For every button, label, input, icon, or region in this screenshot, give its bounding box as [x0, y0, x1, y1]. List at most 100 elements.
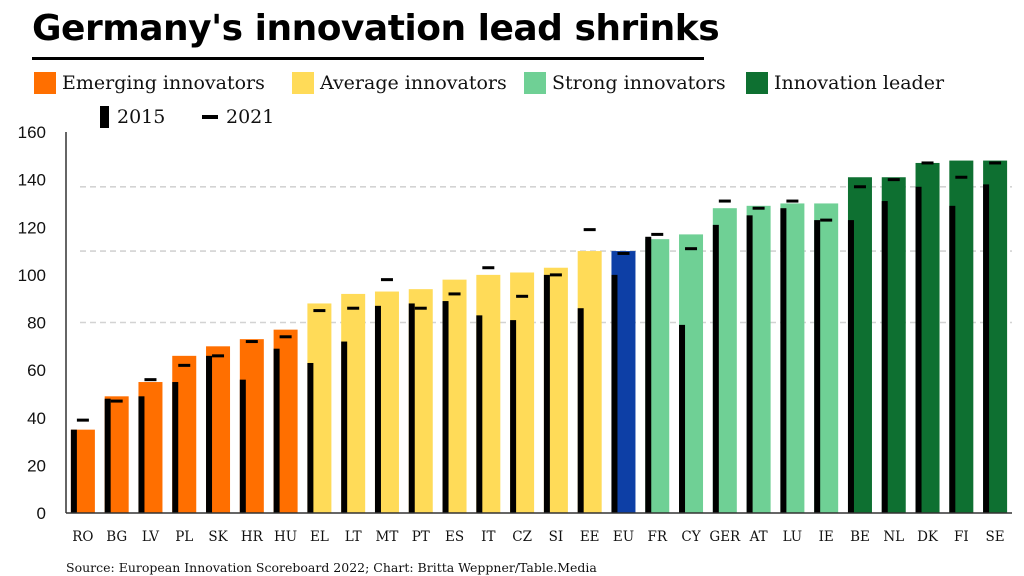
x-tick-label: EE	[580, 529, 600, 545]
y-tick-label: 40	[27, 409, 46, 428]
bar-2015	[712, 224, 719, 513]
x-tick-label: LV	[142, 529, 159, 545]
marker-2021	[685, 247, 698, 251]
marker-2021	[414, 306, 427, 310]
marker-2021	[178, 363, 191, 367]
marker-2021	[76, 418, 89, 422]
x-tick-label: LU	[783, 529, 803, 545]
y-tick-label: 0	[37, 504, 46, 523]
x-tick-label: FR	[647, 529, 667, 545]
y-tick-label: 120	[18, 218, 46, 237]
legend-swatch-2021	[202, 115, 218, 119]
y-tick-label: 20	[27, 456, 46, 475]
x-tick-label: EU	[613, 529, 634, 545]
legend-swatch-leader	[746, 72, 768, 94]
marker-2021	[279, 335, 292, 339]
marker-2021	[651, 232, 664, 236]
chart-title: Germany's innovation lead shrinks	[32, 8, 720, 49]
bar-2015	[307, 362, 314, 513]
marker-2021	[245, 340, 258, 344]
bar-2015	[374, 305, 381, 513]
marker-2021	[110, 399, 123, 403]
bar-2015	[206, 355, 213, 513]
bar-2015	[814, 220, 821, 513]
marker-2021	[718, 199, 731, 203]
marker-2021	[955, 175, 968, 179]
legend-label-leader: Innovation leader	[774, 72, 945, 94]
marker-2021	[617, 251, 630, 255]
bar-2015	[847, 220, 854, 513]
x-tick-label: IT	[481, 529, 495, 545]
bar-2015	[746, 215, 753, 513]
marker-2021	[887, 178, 900, 182]
source-note: Source: European Innovation Scoreboard 2…	[66, 560, 597, 575]
x-tick-label: SI	[549, 529, 564, 545]
legend-swatch-emerging	[34, 72, 56, 94]
bar-2015	[239, 379, 246, 513]
marker-2021	[583, 228, 596, 232]
x-tick-label: AT	[749, 529, 768, 545]
marker-2021	[482, 266, 495, 270]
x-tick-label: SK	[208, 529, 228, 545]
x-tick-label: HR	[241, 529, 264, 545]
bar-2015	[510, 320, 517, 513]
marker-2021	[989, 161, 1002, 165]
y-tick-label: 100	[18, 266, 46, 285]
x-tick-label: NL	[883, 529, 904, 545]
legend-label-2021: 2021	[226, 106, 275, 128]
bar-2015	[983, 184, 990, 513]
bar-2015	[645, 236, 652, 513]
legend-item-average: Average innovators	[292, 72, 507, 94]
legend-item-emerging: Emerging innovators	[34, 72, 265, 94]
x-tick-label: IE	[819, 529, 834, 545]
x-tick-label: PT	[412, 529, 430, 545]
bar-2015	[780, 208, 787, 513]
legend-label-emerging: Emerging innovators	[62, 72, 265, 94]
y-tick-label: 140	[18, 171, 46, 190]
marker-2021	[347, 306, 360, 310]
legend-item-2015: 2015	[100, 106, 165, 128]
legend-item-strong: Strong innovators	[524, 72, 726, 94]
marker-2021	[853, 185, 866, 189]
x-tick-label: MT	[376, 529, 399, 545]
legend-swatch-strong	[524, 72, 546, 94]
legend-swatch-2015	[100, 106, 109, 128]
marker-2021	[448, 292, 461, 296]
title-underline	[32, 57, 704, 60]
legend-item-leader: Innovation leader	[746, 72, 944, 94]
x-tick-label: HU	[274, 529, 297, 545]
bar-2015	[70, 429, 77, 513]
x-tick-label: CZ	[512, 529, 532, 545]
x-tick-label: PL	[175, 529, 193, 545]
legend-label-average: Average innovators	[320, 72, 507, 94]
marker-2021	[786, 199, 799, 203]
y-tick-label: 60	[27, 361, 46, 380]
legend-label-2015: 2015	[117, 106, 166, 128]
marker-2021	[380, 278, 393, 282]
y-tick-label: 80	[27, 314, 46, 333]
marker-2021	[144, 378, 157, 382]
marker-2021	[516, 294, 529, 298]
legend-swatch-average	[292, 72, 314, 94]
marker-2021	[549, 273, 562, 277]
legend-item-2021: 2021	[202, 106, 274, 128]
bar-2015	[679, 324, 686, 513]
marker-2021	[921, 161, 934, 165]
bar-2015	[611, 274, 618, 513]
bar-2015	[543, 274, 550, 513]
x-tick-label: CY	[681, 529, 701, 545]
bar-2015	[442, 301, 449, 513]
y-tick-label: 160	[18, 123, 46, 142]
bar-2015	[138, 396, 145, 513]
bar-2015	[949, 205, 956, 513]
x-tick-label: BE	[850, 529, 870, 545]
legend-label-strong: Strong innovators	[552, 72, 726, 94]
bar-2015	[104, 398, 111, 513]
bar-2015	[881, 201, 888, 513]
x-tick-label: RO	[72, 529, 93, 545]
x-tick-label: GER	[709, 529, 741, 545]
bar-2015	[341, 341, 348, 513]
x-tick-label: FI	[954, 529, 969, 545]
marker-2021	[212, 354, 225, 358]
